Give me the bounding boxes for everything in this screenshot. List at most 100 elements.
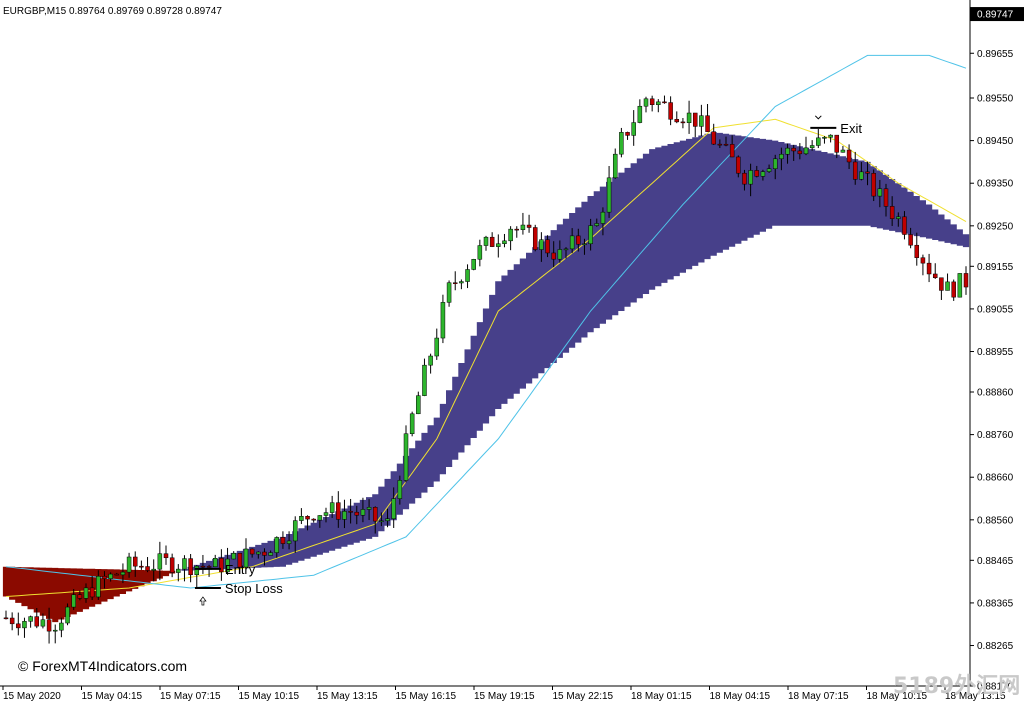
- price-tick-label-15: 0.88170: [977, 682, 1014, 693]
- time-tick-label-11: 18 May 10:15: [867, 691, 928, 702]
- candle-52: [323, 507, 329, 523]
- candle-body-52: [323, 512, 329, 516]
- candle-body-5: [34, 616, 40, 627]
- candle-body-36: [225, 558, 230, 573]
- candle-25: [157, 541, 163, 581]
- candle-70: [434, 328, 440, 360]
- exit-label: Exit: [840, 121, 862, 136]
- candle-body-123: [760, 171, 766, 177]
- candle-13: [83, 583, 89, 603]
- candle-73: [452, 271, 458, 291]
- candle-147: [908, 227, 913, 249]
- candle-128: [791, 144, 796, 161]
- candle-body-47: [292, 520, 298, 542]
- candle-body-107: [662, 101, 667, 104]
- candle-66: [409, 411, 415, 437]
- price-tick-label-9: 0.88760: [977, 430, 1014, 441]
- candle-61: [379, 512, 384, 527]
- candle-56: [348, 498, 353, 524]
- candle-124: [766, 164, 772, 173]
- candle-body-69: [428, 355, 433, 366]
- candle-5: [34, 608, 40, 629]
- candle-body-137: [846, 149, 852, 163]
- candle-6: [40, 613, 46, 629]
- current-price-box: [970, 7, 1024, 22]
- candle-body-114: [705, 115, 710, 132]
- candle-131: [809, 140, 815, 151]
- ma-line-0: [5, 118, 967, 597]
- candle-body-21: [132, 556, 138, 567]
- candle-80: [496, 234, 501, 258]
- candle-body-37: [231, 553, 236, 560]
- candle-body-51: [317, 515, 323, 521]
- candle-body-50: [311, 518, 316, 521]
- candle-body-19: [120, 571, 126, 576]
- time-tick-label-0: 15 May 2020: [3, 691, 61, 702]
- candle-1: [9, 612, 15, 631]
- candle-body-34: [212, 558, 218, 567]
- candle-body-132: [816, 137, 821, 146]
- candle-body-41: [256, 551, 261, 555]
- candle-65: [403, 425, 409, 483]
- candle-15: [96, 570, 101, 600]
- candle-102: [631, 110, 636, 146]
- candle-body-30: [188, 558, 193, 576]
- candle-body-155: [957, 273, 963, 298]
- candle-120: [742, 169, 747, 191]
- candle-body-149: [920, 257, 926, 264]
- candle-136: [840, 145, 846, 153]
- candle-116: [717, 139, 723, 149]
- candle-37: [231, 551, 236, 560]
- candle-body-129: [797, 150, 803, 155]
- candle-body-147: [908, 234, 913, 246]
- candle-body-118: [729, 144, 735, 158]
- candle-body-14: [89, 587, 95, 598]
- candle-74: [459, 279, 464, 290]
- candle-16: [102, 571, 107, 589]
- candle-body-124: [766, 168, 772, 172]
- candle-8: [52, 624, 58, 644]
- symbol-header: EURGBP,M15 0.89764 0.89769 0.89728 0.897…: [3, 6, 222, 17]
- time-tick-label-10: 18 May 07:15: [788, 691, 849, 702]
- candle-body-106: [656, 101, 661, 105]
- price-tick-label-0: 0.89655: [977, 49, 1014, 60]
- candle-32: [200, 554, 206, 574]
- candle-105: [649, 95, 655, 112]
- candle-body-82: [508, 228, 513, 242]
- candle-body-42: [262, 551, 267, 556]
- candle-81: [502, 233, 507, 248]
- candle-134: [828, 134, 833, 143]
- candle-75: [465, 264, 470, 289]
- time-tick-label-4: 15 May 13:15: [317, 691, 378, 702]
- candle-44: [274, 536, 280, 558]
- candle-body-49: [305, 516, 310, 520]
- candle-109: [674, 111, 680, 124]
- candle-152: [939, 277, 944, 300]
- candle-body-15: [96, 576, 101, 598]
- candle-78: [483, 235, 489, 251]
- candle-46: [286, 531, 292, 550]
- candle-72: [446, 280, 452, 307]
- candle-body-153: [945, 281, 950, 291]
- candle-3: [22, 617, 27, 638]
- candle-126: [779, 147, 784, 171]
- candle-36: [225, 547, 230, 575]
- candle-body-53: [329, 502, 335, 513]
- candle-body-90: [557, 249, 563, 260]
- candle-67: [416, 391, 421, 415]
- candle-30: [188, 553, 193, 583]
- candle-132: [816, 128, 821, 149]
- candle-101: [625, 131, 630, 140]
- candle-48: [299, 508, 304, 525]
- candle-53: [329, 495, 335, 518]
- candle-body-148: [914, 244, 920, 258]
- candle-40: [249, 548, 255, 558]
- candle-123: [760, 169, 766, 181]
- candle-98: [606, 165, 612, 218]
- candle-body-46: [286, 540, 292, 544]
- candle-18: [114, 572, 120, 576]
- candle-50: [311, 518, 316, 523]
- candle-body-89: [551, 252, 556, 260]
- candle-body-87: [539, 239, 544, 250]
